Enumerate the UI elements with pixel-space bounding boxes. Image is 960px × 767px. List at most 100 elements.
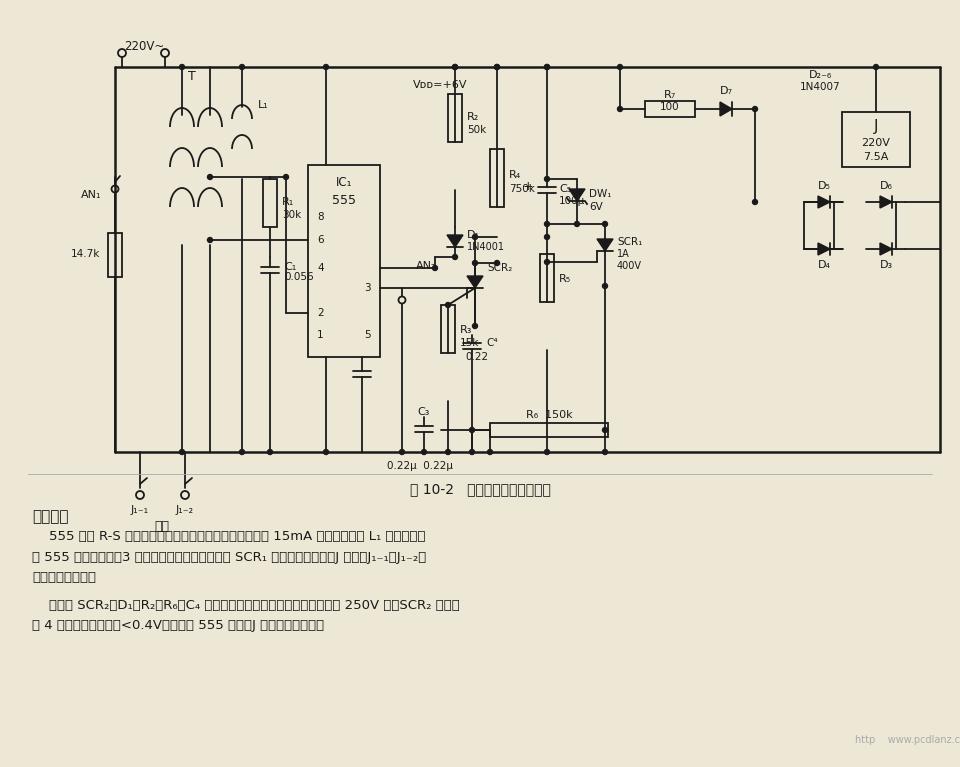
Polygon shape [467,276,483,288]
Polygon shape [880,196,892,208]
Text: 100: 100 [660,102,680,112]
Text: 6: 6 [317,235,324,245]
Text: C₁: C₁ [284,262,297,272]
Circle shape [544,64,549,70]
Text: D₂₋₆: D₂₋₆ [808,70,831,80]
Text: AN₁: AN₁ [81,190,101,200]
Text: 400V: 400V [617,261,642,271]
Text: 6V: 6V [589,202,603,212]
Text: 可控硅 SCR₂、D₁、R₂～R₆、C₄ 组成过压保护电路。当市电电压升高至 250V 时，SCR₂ 导通，: 可控硅 SCR₂、D₁、R₂～R₆、C₄ 组成过压保护电路。当市电电压升高至 2… [32,599,460,612]
Circle shape [544,222,549,226]
Circle shape [494,64,499,70]
Text: 1N4001: 1N4001 [467,242,505,252]
Circle shape [574,222,580,226]
Text: C⁴: C⁴ [486,338,497,348]
Text: 15k: 15k [460,338,479,348]
Bar [108,233,122,277]
Text: 50k: 50k [467,125,487,135]
Circle shape [445,449,450,455]
Text: D₅: D₅ [818,181,830,191]
Circle shape [494,64,499,70]
Circle shape [617,64,622,70]
Bar [308,165,380,357]
Circle shape [452,255,458,259]
Circle shape [452,64,458,70]
Circle shape [268,449,273,455]
Text: 图 10-2   触电、过压保安器电路: 图 10-2 触电、过压保安器电路 [410,482,550,496]
Text: 输出: 输出 [155,519,170,532]
Circle shape [239,64,245,70]
Text: 7.5A: 7.5A [863,152,889,162]
Text: 0.22: 0.22 [466,352,489,362]
Circle shape [207,175,212,179]
Circle shape [603,449,608,455]
Text: 220V: 220V [861,138,891,148]
Text: D₃: D₃ [879,260,893,270]
Text: 使 4 脚电位呈低电平（<0.4V），强制 555 复位，J 释放，切断电源。: 使 4 脚电位呈低电平（<0.4V），强制 555 复位，J 释放，切断电源。 [32,619,324,632]
Text: D₄: D₄ [818,260,830,270]
Text: 220V~: 220V~ [124,41,164,54]
Text: J: J [874,120,878,134]
Text: D₇: D₇ [719,86,732,96]
Text: 使 555 触发器翻转，3 脚呈低电平，则单向可控硅 SCR₁ 失去触发而截止，J 释放，J₁₋₁、J₁₋₂断: 使 555 触发器翻转，3 脚呈低电平，则单向可控硅 SCR₁ 失去触发而截止，… [32,551,426,564]
Text: R₅: R₅ [559,274,571,284]
Polygon shape [597,239,613,251]
Text: 2: 2 [317,308,324,318]
Text: T: T [188,71,196,84]
Circle shape [207,238,212,242]
Bar [448,94,462,142]
Text: 开，将电源切断。: 开，将电源切断。 [32,571,96,584]
Text: L₁: L₁ [258,100,269,110]
Text: 4: 4 [317,263,324,273]
Circle shape [180,449,184,455]
Text: 1A: 1A [617,249,630,259]
Circle shape [324,64,328,70]
Text: 8: 8 [317,212,324,222]
Circle shape [469,427,474,433]
Circle shape [874,64,878,70]
Circle shape [544,259,549,265]
Polygon shape [818,243,830,255]
Text: 100μ: 100μ [559,196,586,206]
Bar [490,423,608,437]
Text: J₁₋₂: J₁₋₂ [176,505,194,515]
Circle shape [603,222,608,226]
Text: 30k: 30k [282,210,301,220]
Text: 1N4007: 1N4007 [800,82,840,92]
Text: 1: 1 [317,330,324,340]
Text: AN₂: AN₂ [416,261,437,271]
Circle shape [239,449,245,455]
Circle shape [283,175,289,179]
Circle shape [617,107,622,111]
Circle shape [324,449,328,455]
Text: 555: 555 [332,193,356,206]
Text: R₆  150k: R₆ 150k [526,410,572,420]
Circle shape [753,107,757,111]
Text: DW₁: DW₁ [589,189,612,199]
Polygon shape [880,243,892,255]
Text: D₁: D₁ [467,230,480,240]
Bar [645,101,695,117]
Text: SCR₁: SCR₁ [617,237,642,247]
Text: J₁₋₁: J₁₋₁ [131,505,149,515]
Bar [441,305,455,353]
Text: 750k: 750k [509,184,535,194]
Text: R₇: R₇ [664,90,676,100]
Text: C₅: C₅ [559,184,571,194]
Text: 3: 3 [365,283,371,293]
Text: R₂: R₂ [467,112,479,122]
Text: Vᴅᴅ=+6V: Vᴅᴅ=+6V [413,80,468,90]
Circle shape [753,199,757,205]
Text: IC₁: IC₁ [336,176,352,189]
Text: SCR₂: SCR₂ [487,263,513,273]
Circle shape [469,449,474,455]
Polygon shape [447,235,463,247]
Text: R₁: R₁ [282,197,295,207]
Text: 14.7k: 14.7k [71,249,100,259]
Text: +: + [522,180,533,193]
Bar [842,112,910,167]
Circle shape [603,427,608,433]
Text: R₃: R₃ [460,325,472,335]
Circle shape [488,449,492,455]
Text: 0.22μ  0.22μ: 0.22μ 0.22μ [387,461,453,471]
